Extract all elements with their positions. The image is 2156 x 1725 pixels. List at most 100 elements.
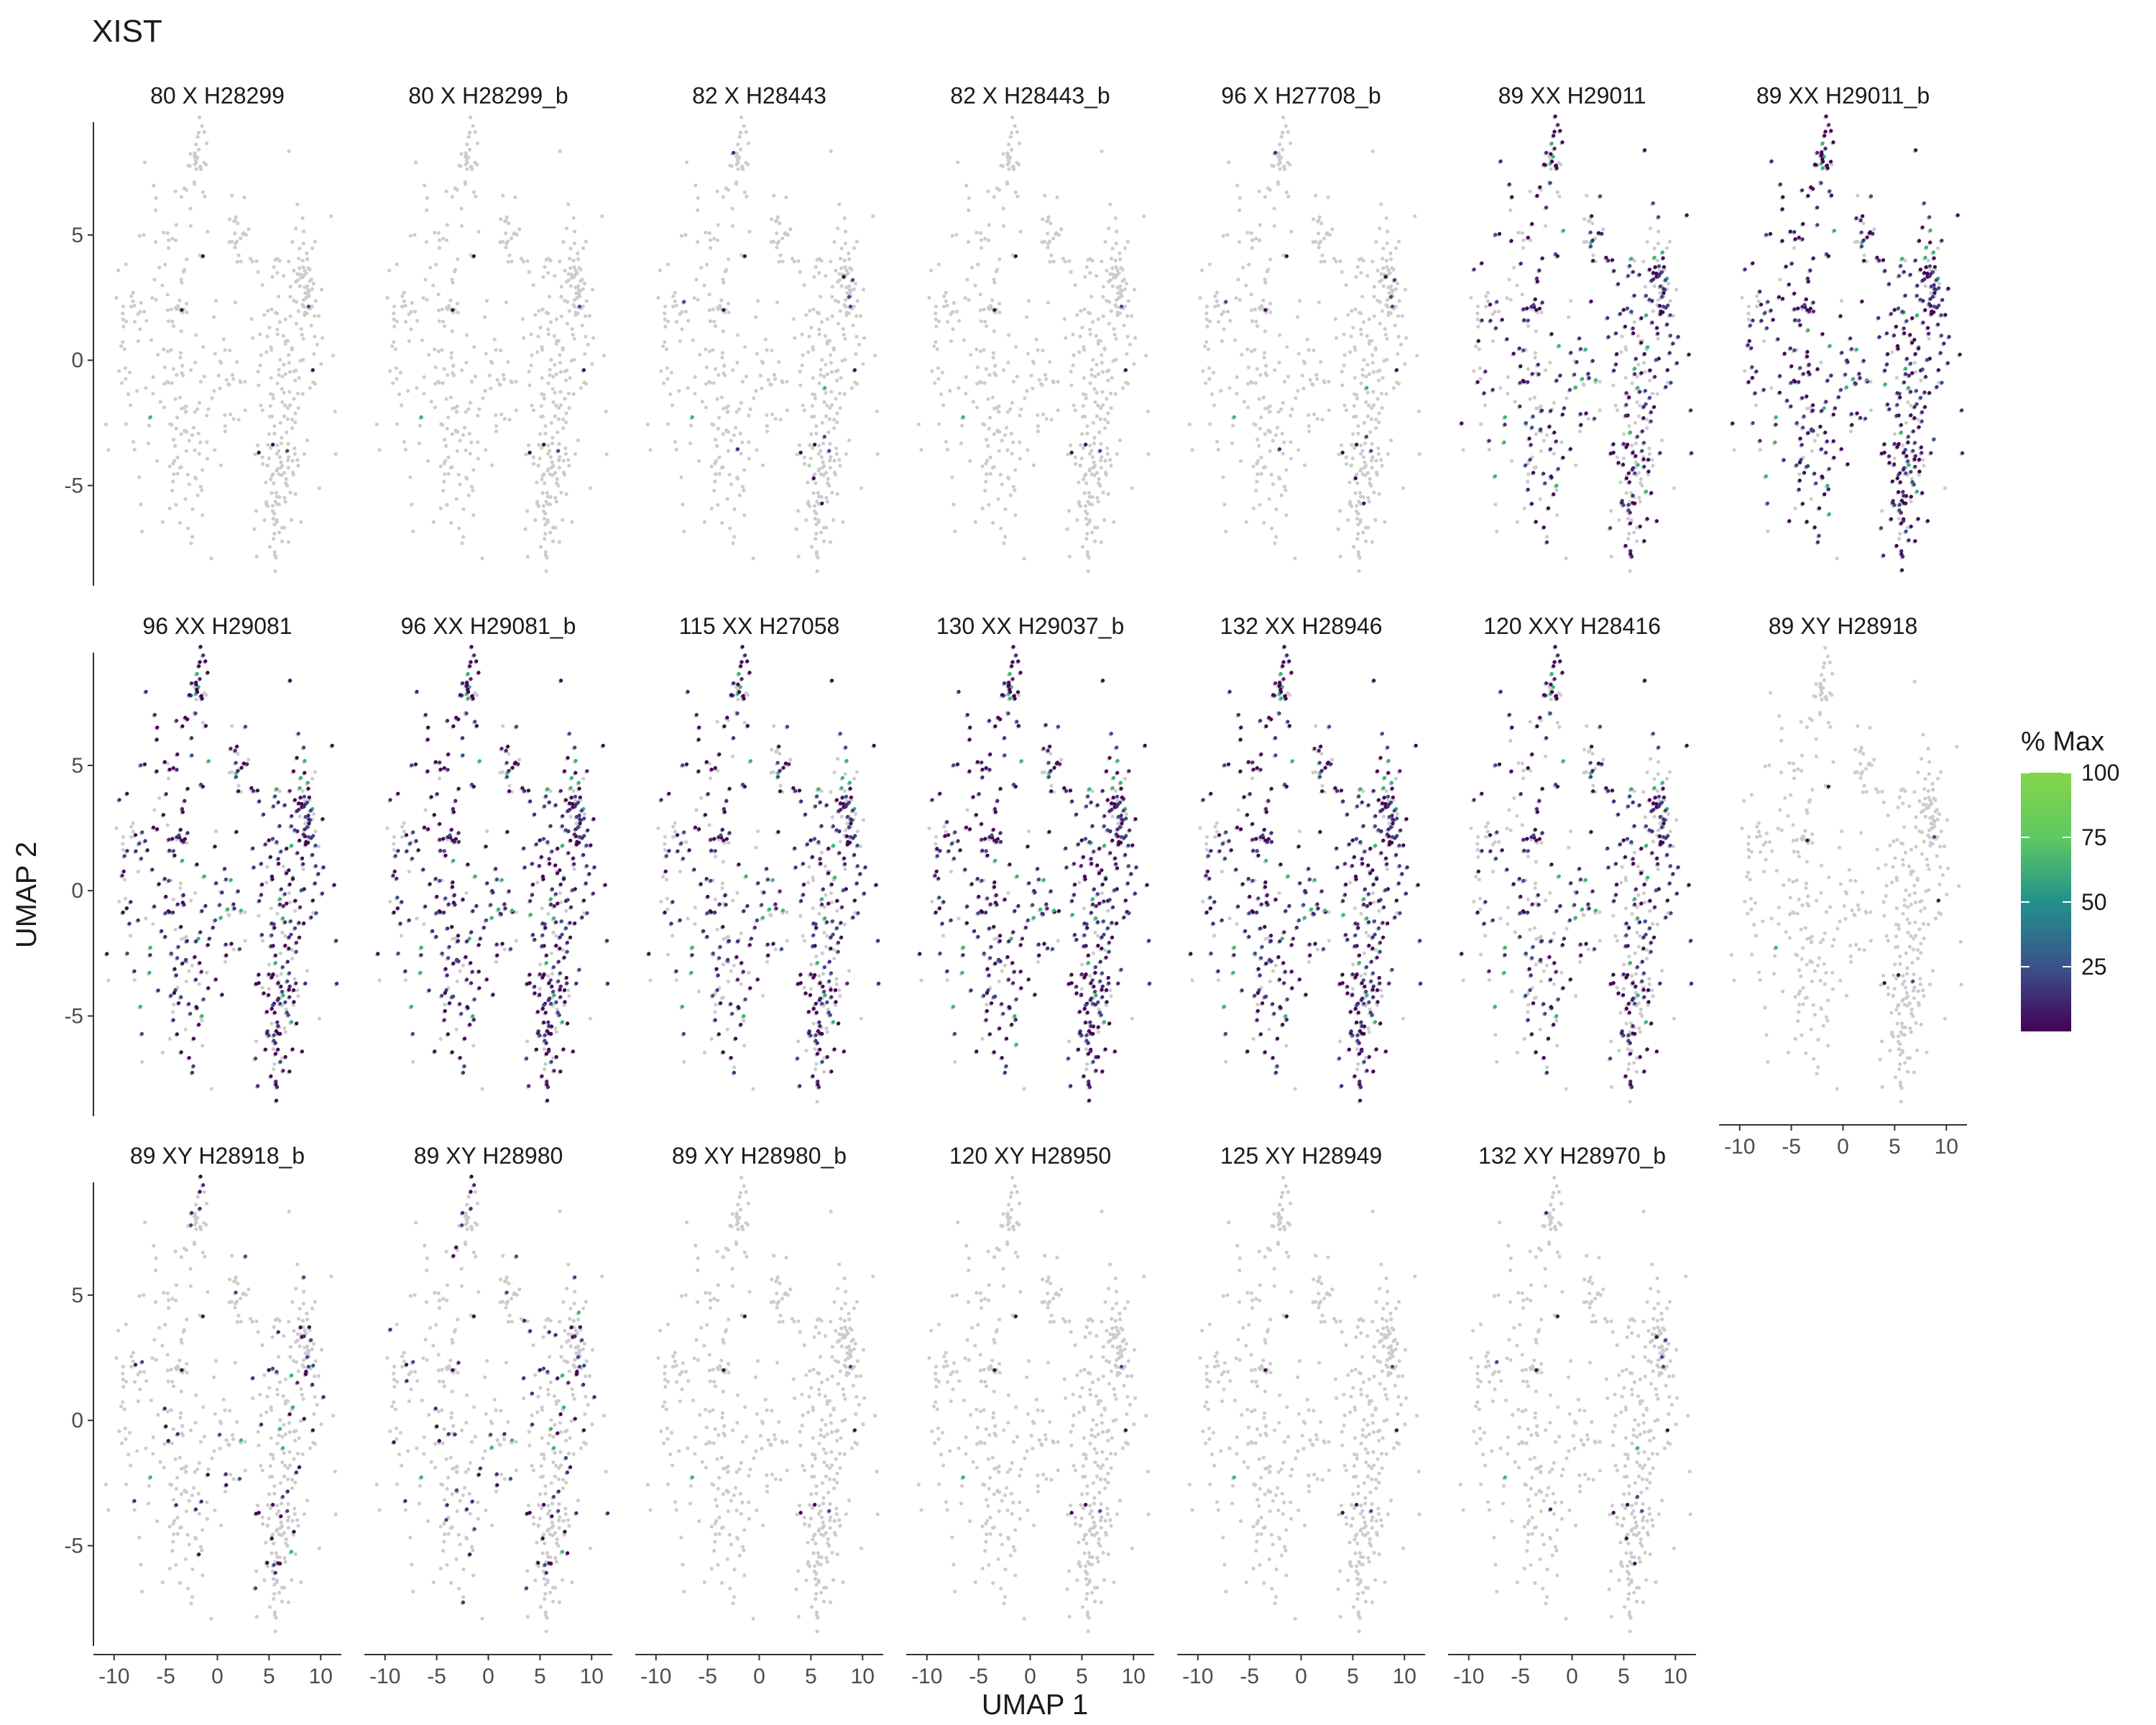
cell-point xyxy=(999,163,1003,167)
expressing-cell-point xyxy=(1522,318,1526,322)
cell-point xyxy=(264,350,269,354)
cell-point xyxy=(283,1030,287,1034)
cell-point xyxy=(973,283,977,288)
expressing-cell-point xyxy=(1820,474,1824,479)
cell-point xyxy=(963,296,967,300)
cell-point xyxy=(1894,376,1899,380)
cell-point xyxy=(773,417,778,421)
cell-point xyxy=(717,415,722,420)
expressing-cell-point xyxy=(1836,395,1841,400)
cell-point xyxy=(1099,406,1103,410)
expressing-cell-point xyxy=(175,768,179,772)
cell-point xyxy=(817,327,821,331)
cell-point xyxy=(272,512,277,516)
cell-point xyxy=(494,429,499,433)
cell-point xyxy=(1357,310,1362,315)
cell-point xyxy=(448,395,453,400)
cell-point xyxy=(1042,239,1047,244)
cell-point xyxy=(1085,512,1089,516)
cell-point xyxy=(395,422,400,426)
cell-point xyxy=(536,504,541,508)
cell-point xyxy=(236,221,240,226)
cell-point xyxy=(1085,424,1089,428)
cell-point xyxy=(1286,160,1290,165)
cell-point xyxy=(1106,378,1110,382)
cell-point xyxy=(198,165,202,169)
cell-point xyxy=(290,459,295,463)
cell-point xyxy=(1044,377,1049,382)
cell-point xyxy=(197,130,201,135)
cell-point xyxy=(1355,396,1359,401)
cell-point xyxy=(282,414,286,418)
cell-point xyxy=(1110,284,1115,288)
expressing-cell-point xyxy=(1636,463,1640,467)
cell-point xyxy=(1085,431,1089,436)
cell-point xyxy=(425,208,429,213)
cell-point xyxy=(129,934,133,938)
cell-point xyxy=(152,183,156,188)
cell-point xyxy=(1085,523,1089,527)
cell-point xyxy=(280,400,285,405)
expressing-cell-point xyxy=(1273,150,1278,155)
cell-point xyxy=(157,265,162,270)
cell-point xyxy=(542,504,546,508)
cell-point xyxy=(712,489,717,493)
cell-point xyxy=(1380,309,1384,313)
cell-point xyxy=(1342,403,1347,408)
cell-point xyxy=(1089,295,1094,299)
cell-point xyxy=(1101,403,1105,408)
expressing-cell-point xyxy=(1883,368,1887,373)
expressing-cell-point xyxy=(1820,332,1825,336)
cell-point xyxy=(988,472,992,476)
cell-point xyxy=(1360,448,1365,453)
expressing-cell-point xyxy=(1632,293,1636,298)
cell-point xyxy=(1268,301,1273,305)
cell-point xyxy=(966,240,971,244)
cell-point xyxy=(1862,253,1866,257)
cell-point xyxy=(1025,315,1029,319)
cell-point xyxy=(688,423,694,428)
cell-point xyxy=(138,327,142,331)
cell-point xyxy=(1017,141,1022,145)
cell-point xyxy=(1118,438,1123,443)
expressing-cell-point xyxy=(1915,489,1920,494)
cell-point xyxy=(711,307,715,312)
cell-point xyxy=(569,359,573,363)
cell-point xyxy=(507,221,511,226)
cell-point xyxy=(553,414,558,418)
cell-point xyxy=(719,395,724,400)
cell-point xyxy=(137,234,142,238)
cell-point xyxy=(1521,246,1526,250)
cell-point xyxy=(179,432,183,436)
cell-point xyxy=(824,362,828,367)
cell-point xyxy=(1363,473,1368,477)
expressing-cell-point xyxy=(1914,148,1918,152)
expressing-cell-point xyxy=(1549,474,1553,479)
cell-point xyxy=(1278,167,1282,171)
expressing-cell-point xyxy=(1797,487,1801,492)
cell-point xyxy=(1508,208,1513,213)
cell-point xyxy=(556,430,560,435)
expressing-cell-point xyxy=(1547,424,1552,429)
cell-point xyxy=(986,443,990,448)
expressing-cell-point xyxy=(1823,134,1827,138)
cell-point xyxy=(258,363,262,367)
cell-point xyxy=(1084,537,1089,541)
expressing-cell-point xyxy=(1616,461,1621,465)
cell-point xyxy=(1912,361,1917,365)
cell-point xyxy=(438,506,443,511)
expressing-cell-point xyxy=(1263,308,1268,312)
cell-point xyxy=(991,351,995,355)
cell-point xyxy=(1276,151,1281,155)
cell-point xyxy=(1909,477,1914,482)
expressing-cell-point xyxy=(1789,364,1794,369)
cell-point xyxy=(202,691,206,695)
expressing-cell-point xyxy=(148,415,152,419)
cell-point xyxy=(280,387,284,391)
expressing-cell-point xyxy=(1920,451,1924,455)
cell-point xyxy=(558,390,563,394)
cell-point xyxy=(525,259,530,263)
cell-point xyxy=(673,290,677,295)
cell-point xyxy=(166,776,171,781)
expressing-cell-point xyxy=(1831,413,1835,417)
